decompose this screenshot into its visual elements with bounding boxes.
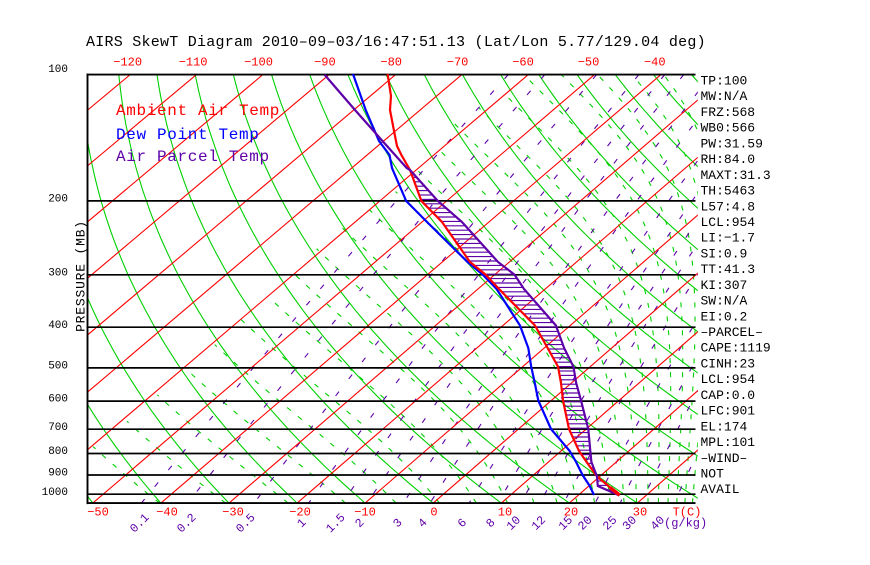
svg-text:300: 300	[48, 267, 68, 279]
svg-text:−50: −50	[87, 505, 109, 519]
svg-text:SI:0.9: SI:0.9	[701, 246, 748, 261]
svg-text:700: 700	[48, 422, 68, 434]
svg-text:10: 10	[498, 505, 512, 519]
svg-text:800: 800	[48, 446, 68, 458]
svg-text:MPL:101: MPL:101	[701, 435, 756, 450]
svg-text:T(C): T(C)	[673, 505, 702, 519]
svg-text:TP:100: TP:100	[701, 74, 748, 89]
svg-text:−40: −40	[156, 505, 178, 519]
svg-text:FRZ:568: FRZ:568	[701, 105, 756, 120]
svg-text:NOT: NOT	[701, 467, 725, 482]
svg-text:Dew Point Temp: Dew Point Temp	[116, 126, 260, 144]
svg-text:AVAIL: AVAIL	[701, 482, 740, 497]
svg-text:CAPE:1119: CAPE:1119	[701, 341, 771, 356]
svg-text:MW:N/A: MW:N/A	[701, 89, 748, 104]
svg-text:CINH:23: CINH:23	[701, 356, 756, 371]
svg-text:100: 100	[48, 64, 68, 76]
svg-text:LFC:901: LFC:901	[701, 404, 756, 419]
svg-text:900: 900	[48, 468, 68, 480]
svg-text:TT:41.3: TT:41.3	[701, 262, 756, 277]
svg-text:−50: −50	[578, 55, 600, 69]
svg-text:−80: −80	[380, 55, 402, 69]
svg-text:RH:84.0: RH:84.0	[701, 152, 756, 167]
svg-text:400: 400	[48, 320, 68, 332]
svg-text:30: 30	[633, 505, 647, 519]
svg-text:−40: −40	[644, 55, 666, 69]
svg-text:PW:31.59: PW:31.59	[701, 136, 763, 151]
svg-text:WB0:566: WB0:566	[701, 121, 756, 136]
svg-text:Air Parcel Temp: Air Parcel Temp	[116, 148, 270, 166]
svg-text:PRESSURE (MB): PRESSURE (MB)	[74, 220, 89, 332]
svg-text:SW:N/A: SW:N/A	[701, 294, 748, 309]
svg-text:0: 0	[430, 505, 437, 519]
svg-text:−110: −110	[179, 55, 208, 69]
svg-text:−100: −100	[244, 55, 273, 69]
svg-text:−30: −30	[222, 505, 244, 519]
svg-text:−60: −60	[512, 55, 534, 69]
svg-text:−20: −20	[289, 505, 311, 519]
svg-text:−120: −120	[113, 55, 142, 69]
svg-text:–PARCEL–: –PARCEL–	[701, 325, 763, 340]
svg-text:−70: −70	[447, 55, 469, 69]
svg-text:KI:307: KI:307	[701, 278, 748, 293]
svg-text:L57:4.8: L57:4.8	[701, 199, 756, 214]
svg-text:AIRS SkewT Diagram 2010–09–03/: AIRS SkewT Diagram 2010–09–03/16:47:51.1…	[86, 34, 706, 51]
svg-text:EL:174: EL:174	[701, 419, 748, 434]
svg-text:−90: −90	[314, 55, 336, 69]
svg-text:20: 20	[564, 505, 578, 519]
svg-text:Ambient Air Temp: Ambient Air Temp	[116, 102, 280, 120]
svg-text:–WIND–: –WIND–	[701, 451, 748, 466]
svg-text:500: 500	[48, 360, 68, 372]
svg-text:LCL:954: LCL:954	[701, 215, 756, 230]
svg-text:200: 200	[48, 194, 68, 206]
svg-text:(g/kg): (g/kg)	[664, 517, 707, 531]
svg-text:EI:0.2: EI:0.2	[701, 309, 748, 324]
svg-text:LI:−1.7: LI:−1.7	[701, 231, 756, 246]
svg-text:1000: 1000	[42, 487, 68, 499]
svg-text:TH:5463: TH:5463	[701, 184, 756, 199]
svg-text:−10: −10	[354, 505, 376, 519]
svg-text:CAP:0.0: CAP:0.0	[701, 388, 756, 403]
svg-text:LCL:954: LCL:954	[701, 372, 756, 387]
svg-text:MAXT:31.3: MAXT:31.3	[701, 168, 771, 183]
svg-text:600: 600	[48, 394, 68, 406]
